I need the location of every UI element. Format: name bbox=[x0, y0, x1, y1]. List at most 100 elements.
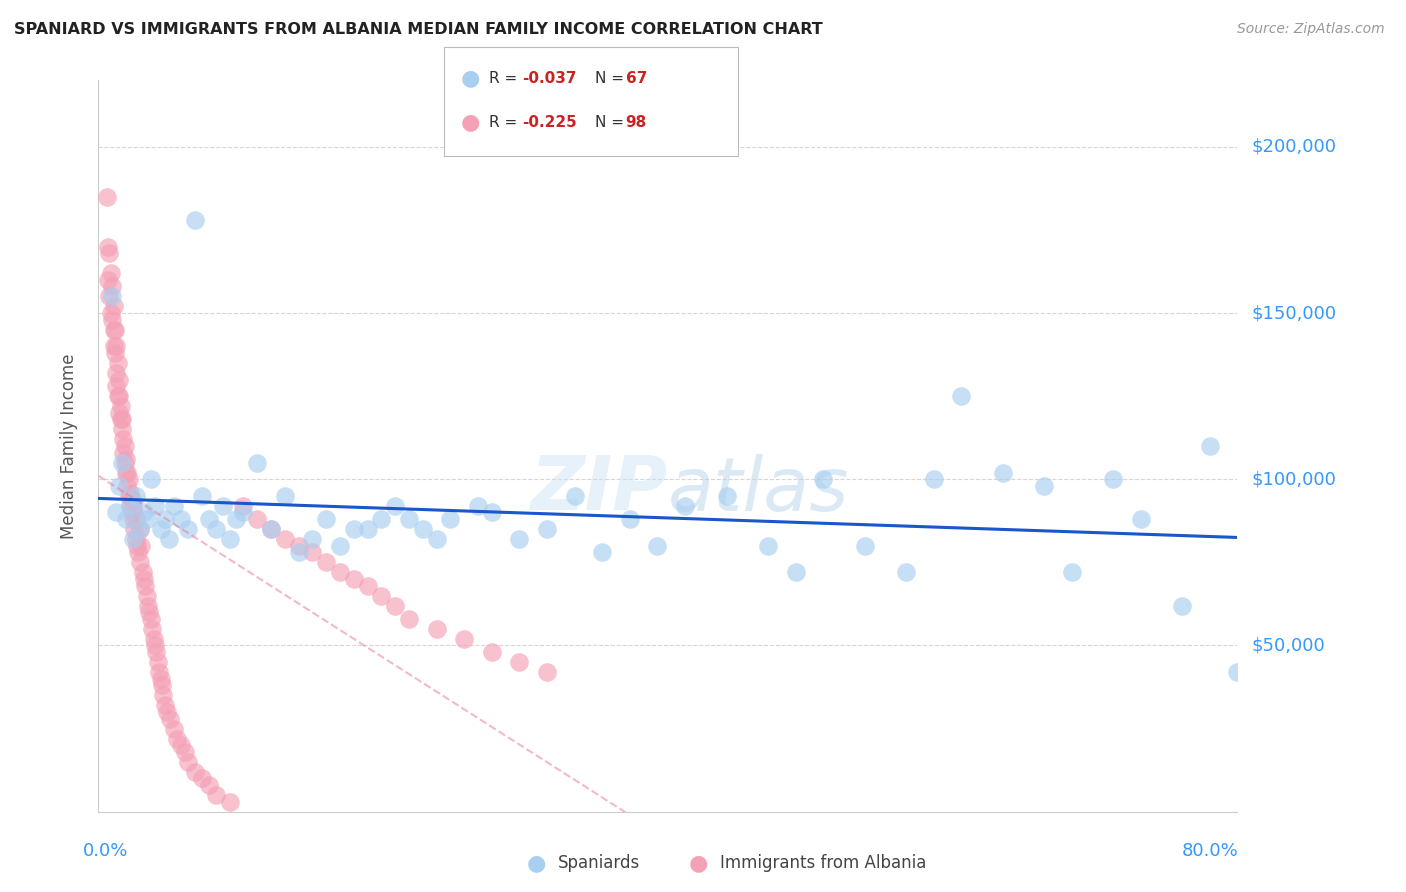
Text: ●: ● bbox=[461, 69, 481, 88]
Point bbox=[811, 472, 834, 486]
Point bbox=[619, 512, 641, 526]
Point bbox=[122, 532, 145, 546]
Point bbox=[756, 539, 779, 553]
Point bbox=[135, 512, 157, 526]
Point bbox=[100, 306, 122, 320]
Point bbox=[149, 522, 172, 536]
Point bbox=[143, 499, 166, 513]
Point bbox=[198, 778, 221, 792]
Point bbox=[232, 499, 254, 513]
Point bbox=[128, 522, 150, 536]
Point bbox=[120, 499, 142, 513]
Point bbox=[853, 539, 876, 553]
Point bbox=[412, 522, 434, 536]
Point bbox=[143, 639, 166, 653]
Point bbox=[218, 532, 240, 546]
Point bbox=[103, 323, 125, 337]
Point bbox=[198, 512, 221, 526]
Point bbox=[139, 472, 162, 486]
Point bbox=[101, 279, 124, 293]
Text: Immigrants from Albania: Immigrants from Albania bbox=[720, 855, 927, 872]
Point bbox=[146, 655, 169, 669]
Point bbox=[142, 632, 165, 646]
Point bbox=[105, 506, 128, 520]
Point bbox=[591, 545, 613, 559]
Point bbox=[315, 512, 337, 526]
Point bbox=[384, 499, 406, 513]
Point bbox=[148, 665, 170, 679]
Point bbox=[218, 795, 240, 809]
Text: -0.225: -0.225 bbox=[522, 115, 576, 129]
Point bbox=[127, 545, 149, 559]
Text: ●: ● bbox=[461, 112, 481, 132]
Point bbox=[124, 506, 146, 520]
Point bbox=[98, 289, 121, 303]
Point bbox=[97, 239, 120, 253]
Point bbox=[105, 339, 128, 353]
Point bbox=[135, 589, 157, 603]
Point bbox=[287, 539, 309, 553]
Point bbox=[128, 522, 150, 536]
Point bbox=[117, 479, 139, 493]
Point bbox=[274, 489, 297, 503]
Point bbox=[356, 522, 378, 536]
Point bbox=[246, 512, 269, 526]
Point bbox=[111, 422, 134, 436]
Point bbox=[274, 532, 297, 546]
Point bbox=[329, 539, 352, 553]
Point bbox=[163, 499, 186, 513]
Point bbox=[159, 712, 181, 726]
Point bbox=[260, 522, 283, 536]
Point bbox=[922, 472, 945, 486]
Point bbox=[536, 665, 558, 679]
Text: 80.0%: 80.0% bbox=[1181, 842, 1239, 860]
Text: ●: ● bbox=[689, 854, 709, 873]
Point bbox=[103, 299, 125, 313]
Text: 0.0%: 0.0% bbox=[83, 842, 128, 860]
Point bbox=[170, 738, 193, 752]
Point bbox=[105, 366, 128, 380]
Point bbox=[108, 372, 131, 386]
Point bbox=[191, 489, 214, 503]
Point bbox=[1033, 479, 1056, 493]
Point bbox=[125, 532, 148, 546]
Point bbox=[104, 323, 127, 337]
Point bbox=[1102, 472, 1125, 486]
Text: Spaniards: Spaniards bbox=[558, 855, 640, 872]
Point bbox=[100, 266, 122, 280]
Point bbox=[184, 213, 207, 227]
Point bbox=[114, 439, 136, 453]
Point bbox=[150, 678, 173, 692]
Y-axis label: Median Family Income: Median Family Income bbox=[59, 353, 77, 539]
Point bbox=[131, 566, 153, 580]
Point bbox=[453, 632, 475, 646]
Point bbox=[136, 599, 159, 613]
Point bbox=[156, 705, 179, 719]
Point bbox=[122, 512, 145, 526]
Point bbox=[117, 466, 139, 480]
Point bbox=[120, 485, 142, 500]
Text: 67: 67 bbox=[626, 71, 647, 86]
Point bbox=[439, 512, 461, 526]
Text: ZIP: ZIP bbox=[530, 453, 668, 526]
Point bbox=[114, 456, 136, 470]
Text: -0.037: -0.037 bbox=[522, 71, 576, 86]
Point bbox=[163, 722, 186, 736]
Point bbox=[101, 312, 124, 326]
Point bbox=[141, 622, 163, 636]
Text: R =: R = bbox=[489, 71, 523, 86]
Point bbox=[398, 512, 420, 526]
Text: N =: N = bbox=[595, 71, 628, 86]
Point bbox=[115, 452, 138, 467]
Point bbox=[481, 506, 503, 520]
Point bbox=[108, 389, 131, 403]
Point bbox=[211, 499, 233, 513]
Point bbox=[111, 456, 134, 470]
Point bbox=[153, 512, 176, 526]
Point bbox=[191, 772, 214, 786]
Point bbox=[96, 189, 118, 203]
Point bbox=[120, 499, 142, 513]
Point bbox=[398, 612, 420, 626]
Point bbox=[152, 689, 174, 703]
Point bbox=[370, 589, 392, 603]
